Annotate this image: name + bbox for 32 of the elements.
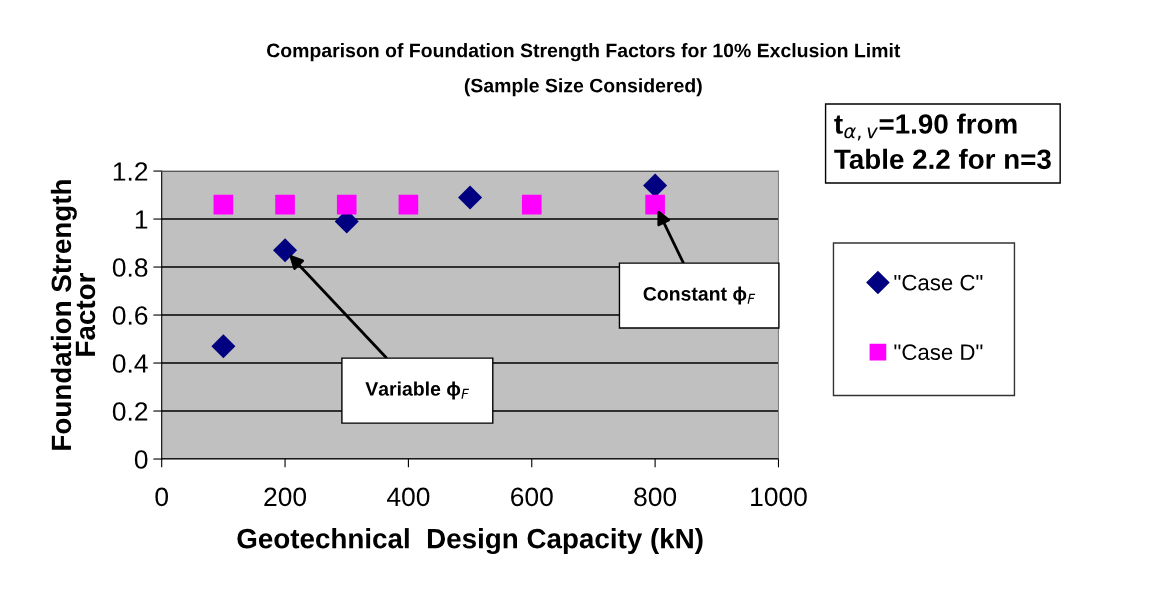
x-tick-label: 200 bbox=[264, 487, 307, 507]
point bbox=[643, 173, 668, 198]
point bbox=[521, 194, 542, 215]
point bbox=[458, 185, 483, 210]
chart-subtitle: (Sample Size Considered) bbox=[464, 78, 702, 97]
y-tick-label: 0.2 bbox=[112, 402, 148, 421]
x-tick-label: 800 bbox=[634, 487, 677, 507]
text: t$_{α,v}$=1.90 from Table 2.2 for n=3 bbox=[834, 113, 1051, 170]
y-tick-label: 0.6 bbox=[112, 306, 148, 325]
annotation: Constant ϕ$_{F}$ bbox=[643, 286, 756, 305]
x-axis-title: Geotechnical Design Capacity (kN) bbox=[237, 528, 703, 555]
point bbox=[275, 194, 295, 215]
point bbox=[213, 194, 234, 215]
point bbox=[211, 334, 236, 359]
x-tick-label: 400 bbox=[387, 487, 430, 507]
point bbox=[273, 238, 298, 263]
annotation: Variable ϕ$_{F}$ bbox=[365, 381, 470, 400]
chart-title: Comparison of Foundation Strength Factors for 10% Exclusion Limit bbox=[267, 43, 901, 62]
x-tick-label: 600 bbox=[511, 487, 553, 507]
point bbox=[645, 194, 665, 215]
y-tick-label: 0.8 bbox=[112, 258, 148, 277]
y-tick-label: 0 bbox=[134, 450, 148, 469]
x-tick-label: 1000 bbox=[751, 487, 807, 507]
legend-label: "Case D" bbox=[894, 344, 983, 361]
y-tick-label: 1.2 bbox=[113, 162, 148, 181]
y-tick-label: 1 bbox=[135, 210, 148, 229]
point bbox=[398, 194, 419, 215]
legend-label: "Case C" bbox=[894, 274, 983, 291]
y-tick-label: 0.4 bbox=[112, 354, 148, 373]
point bbox=[336, 194, 357, 215]
y-axis-title: Foundation Strength Factor bbox=[50, 180, 96, 450]
x-tick-label: 0 bbox=[155, 487, 169, 507]
